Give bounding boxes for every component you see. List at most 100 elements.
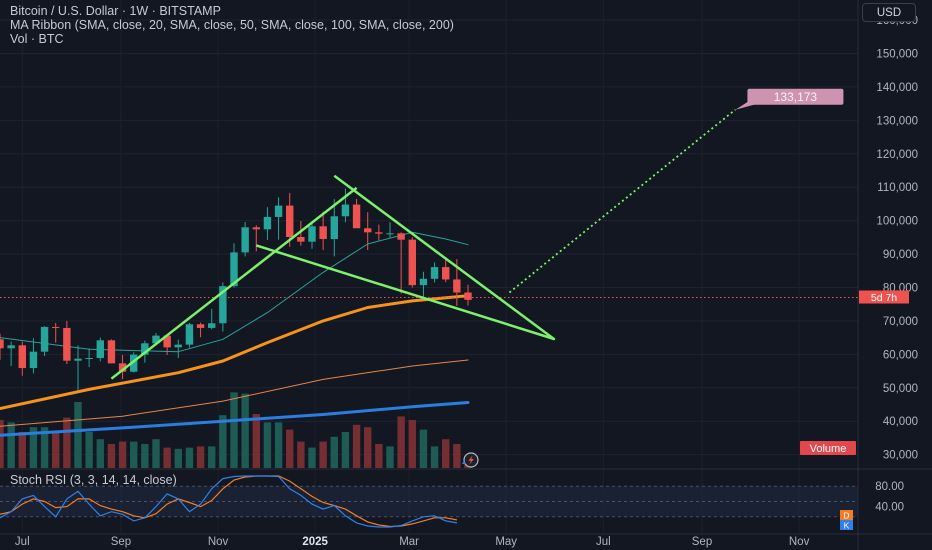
drawing-projection[interactable] bbox=[508, 108, 736, 294]
volume-bar bbox=[52, 432, 60, 468]
stoch-rsi-tick: 80.00 bbox=[875, 481, 904, 493]
candle-body[interactable] bbox=[63, 327, 71, 361]
target-label-text: 133,173 bbox=[774, 90, 818, 104]
candle-body[interactable] bbox=[152, 335, 160, 344]
volume-bar bbox=[241, 393, 249, 468]
ma-line-sma20 bbox=[0, 231, 469, 353]
candle-body[interactable] bbox=[286, 205, 294, 238]
candle-body[interactable] bbox=[141, 343, 149, 355]
time-axis-tick: Mar bbox=[399, 536, 419, 548]
volume-bar bbox=[163, 447, 171, 468]
chart-title: Bitcoin / U.S. Dollar · 1W · BITSTAMP bbox=[10, 4, 221, 18]
candle-body[interactable] bbox=[319, 226, 327, 240]
candle-body[interactable] bbox=[185, 324, 194, 345]
price-axis-tick: 140,000 bbox=[876, 82, 918, 94]
volume-bar bbox=[319, 441, 327, 468]
volume-bar bbox=[397, 416, 405, 468]
volume-bar bbox=[85, 432, 93, 468]
volume-label-text: Volume bbox=[810, 443, 847, 455]
stoch-rsi-d-badge bbox=[840, 510, 853, 520]
candle-body[interactable] bbox=[341, 204, 350, 217]
candle-body[interactable] bbox=[364, 228, 372, 233]
price-axis-tick: 30,000 bbox=[883, 450, 918, 462]
volume-bar bbox=[63, 417, 71, 468]
candle-body[interactable] bbox=[40, 326, 49, 352]
candle-body[interactable] bbox=[453, 279, 461, 293]
drawing-rally-leg[interactable] bbox=[110, 186, 358, 380]
candle-body[interactable] bbox=[208, 323, 216, 328]
candle-body[interactable] bbox=[230, 252, 238, 287]
time-axis-tick: Sep bbox=[692, 536, 712, 548]
candle-body[interactable] bbox=[96, 340, 104, 359]
candle-body[interactable] bbox=[419, 278, 428, 286]
target-label-box[interactable] bbox=[747, 88, 844, 105]
candle-body[interactable] bbox=[18, 345, 26, 369]
candle-body[interactable] bbox=[118, 363, 127, 372]
candle-body[interactable] bbox=[74, 358, 82, 361]
candle-body[interactable] bbox=[352, 204, 361, 229]
volume-bar bbox=[185, 447, 194, 468]
candle-body[interactable] bbox=[464, 292, 472, 300]
candle-body[interactable] bbox=[252, 227, 260, 230]
candle-body[interactable] bbox=[7, 345, 15, 349]
volume-bar bbox=[442, 439, 450, 468]
candle-body[interactable] bbox=[308, 226, 316, 242]
candle-body[interactable] bbox=[52, 326, 60, 328]
stoch-rsi-d-line bbox=[0, 475, 458, 528]
stoch-rsi-k-badge bbox=[840, 520, 853, 530]
stoch-rsi-d-badge-text: D bbox=[843, 511, 849, 521]
price-axis-tick: 110,000 bbox=[877, 182, 918, 194]
candle-body[interactable] bbox=[196, 324, 205, 328]
volume-bar bbox=[152, 439, 160, 468]
drawing-peak-wedge[interactable] bbox=[255, 174, 556, 341]
price-axis-tick: 120,000 bbox=[876, 149, 918, 161]
price-axis-tick: 50,000 bbox=[883, 383, 918, 395]
ma-ribbon-legend: MA Ribbon (SMA, close, 20, SMA, close, 5… bbox=[10, 18, 454, 32]
candle-body[interactable] bbox=[408, 239, 416, 286]
stoch-rsi-k-badge-text: K bbox=[844, 521, 850, 531]
candle-body[interactable] bbox=[29, 351, 38, 369]
candle-body[interactable] bbox=[0, 339, 4, 349]
volume-bar bbox=[196, 446, 205, 468]
price-axis-tick: 40,000 bbox=[883, 416, 918, 428]
candle-body[interactable] bbox=[241, 227, 249, 253]
ma-line-sma100 bbox=[0, 359, 469, 427]
volume-bar bbox=[419, 429, 428, 468]
candle-body[interactable] bbox=[274, 205, 283, 217]
candle-body[interactable] bbox=[375, 232, 383, 234]
event-marker-icon bbox=[461, 461, 466, 464]
price-axis-tick: 70,000 bbox=[883, 316, 918, 328]
candle-body[interactable] bbox=[174, 344, 182, 348]
stoch-rsi-tick: 40.00 bbox=[875, 502, 904, 514]
volume-bar bbox=[430, 446, 439, 468]
candle-body[interactable] bbox=[219, 286, 227, 324]
candle-body[interactable] bbox=[85, 358, 93, 360]
time-axis-tick: Jul bbox=[596, 536, 611, 548]
volume-bar bbox=[341, 432, 350, 468]
price-axis-tick: 150,000 bbox=[876, 48, 918, 60]
currency-button[interactable]: USD bbox=[862, 3, 916, 22]
candle-body[interactable] bbox=[297, 237, 305, 242]
countdown-badge-text: 5d 7h bbox=[871, 292, 897, 304]
volume-bar bbox=[219, 415, 227, 468]
volume-bar bbox=[174, 448, 182, 468]
candle-body[interactable] bbox=[430, 267, 439, 279]
time-axis-tick: Sep bbox=[111, 536, 131, 548]
candle-body[interactable] bbox=[442, 267, 450, 280]
volume-bar bbox=[141, 444, 149, 468]
candle-body[interactable] bbox=[107, 340, 116, 364]
ma-line-sma50 bbox=[0, 294, 470, 410]
candle-body[interactable] bbox=[130, 354, 138, 372]
volume-bar bbox=[107, 444, 116, 468]
price-axis-tick: 100,000 bbox=[876, 216, 918, 228]
candle-body[interactable] bbox=[330, 216, 338, 240]
stoch-rsi-legend: Stoch RSI (3, 3, 14, 14, close) bbox=[10, 473, 177, 487]
time-axis-tick: Nov bbox=[789, 536, 810, 548]
candle-body[interactable] bbox=[263, 216, 272, 230]
candle-body[interactable] bbox=[397, 233, 405, 240]
candle-body[interactable] bbox=[163, 335, 171, 348]
countdown-badge bbox=[859, 290, 909, 304]
candle-body[interactable] bbox=[386, 233, 394, 235]
volume-bar bbox=[453, 444, 461, 468]
